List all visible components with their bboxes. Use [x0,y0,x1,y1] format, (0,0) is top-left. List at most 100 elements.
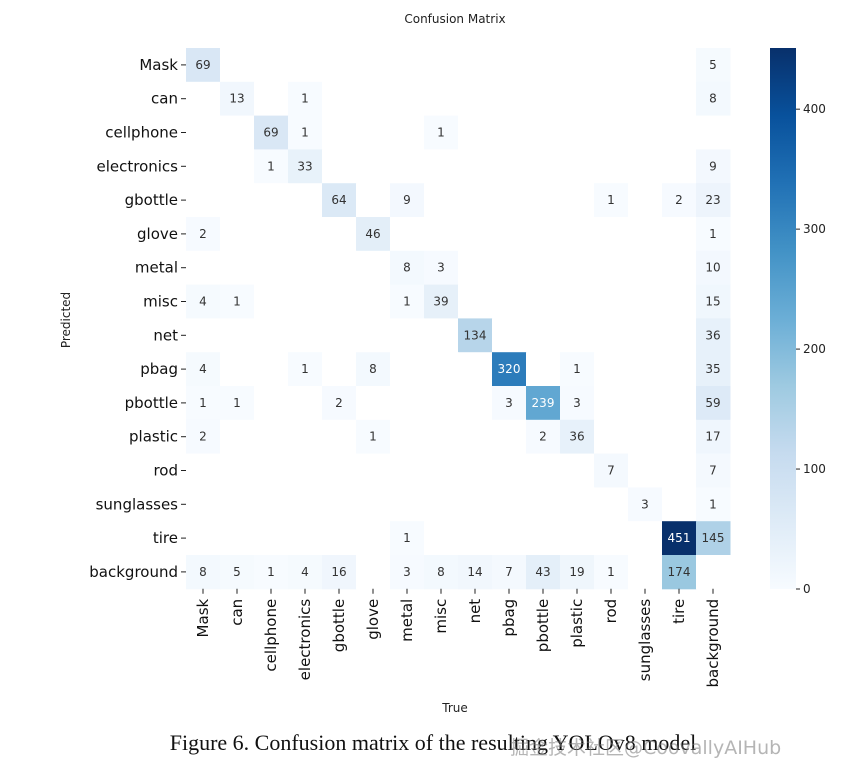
cell-value-label: 17 [705,430,720,444]
heatmap-cell [526,487,561,522]
heatmap-cell [526,419,561,455]
heatmap-cell [696,217,731,252]
heatmap-cell [492,115,527,150]
x-tick-label: gbottle [330,599,348,652]
cell-value-label: 3 [573,396,581,410]
heatmap-cell [526,521,561,556]
heatmap-cell [526,48,561,83]
cell-value-label: 9 [403,193,411,207]
cell-value-label: 69 [263,126,278,140]
heatmap-cell [424,183,459,218]
heatmap-cell [492,48,527,83]
heatmap-cell [662,453,697,488]
heatmap-cell [186,217,221,252]
heatmap-cell [390,318,425,353]
heatmap-cell [220,250,255,286]
heatmap-cell [322,419,357,455]
heatmap-cell [458,521,493,556]
heatmap-cell [424,352,459,387]
heatmap-cell [390,149,425,184]
cell-value-label: 7 [607,464,615,478]
heatmap-cell [220,217,255,252]
heatmap-cell [220,115,255,150]
heatmap-cell [186,318,221,353]
x-tick-label: pbottle [534,599,552,652]
heatmap-cell [492,352,527,387]
heatmap-cell [458,318,493,353]
y-tick-label: misc [143,293,178,311]
heatmap-cell [526,386,561,421]
cell-value-label: 1 [403,295,411,309]
heatmap-cell [458,183,493,218]
heatmap-cell [220,284,255,319]
cell-value-label: 1 [233,396,241,410]
cell-value-label: 145 [702,531,725,545]
cell-value-label: 1 [199,396,207,410]
heatmap-cell [594,555,629,590]
cell-value-label: 1 [437,126,445,140]
heatmap-cell [356,217,391,252]
heatmap-cell [322,318,357,353]
heatmap-cell [322,217,357,252]
heatmap-cell [662,555,697,590]
heatmap-cell [492,250,527,286]
heatmap-cell [254,149,289,184]
heatmap-cell [390,555,425,590]
heatmap-cell [594,284,629,319]
heatmap-cell [526,217,561,252]
heatmap-cell [696,352,731,387]
cell-value-label: 451 [668,531,691,545]
x-tick-labels: Mask can cellphone electronics gbottle glove m… [194,588,722,688]
heatmap-cell [424,487,459,522]
heatmap-cell [390,453,425,488]
heatmap-cell [696,149,731,184]
x-tick-label: Mask [194,598,212,637]
heatmap-cell [356,183,391,218]
heatmap-cell [628,149,663,184]
heatmap-cell [594,217,629,252]
heatmap-cell [662,149,697,184]
cell-value-label: 16 [331,565,346,579]
cell-value-label: 1 [607,193,615,207]
heatmap-cell [560,352,595,387]
heatmap-cell [220,386,255,421]
cell-value-label: 69 [195,58,210,72]
cell-value-label: 8 [403,261,411,275]
heatmap-cell [254,183,289,218]
heatmap-cell [526,250,561,286]
cell-value-label: 10 [705,261,720,275]
heatmap-cell [526,115,561,150]
heatmap-cell [254,555,289,590]
cell-value-label: 2 [335,396,343,410]
y-tick-label: can [151,90,178,108]
heatmap-cell [628,386,663,421]
heatmap-cell [356,284,391,319]
y-tick-labels: Mask can cellphone electronics gbottle glove m… [89,56,186,581]
cell-value-label: 1 [301,92,309,106]
heatmap-cell [220,521,255,556]
heatmap-cell [254,386,289,421]
heatmap-cell [390,419,425,455]
heatmap-cell [322,487,357,522]
heatmap-cell [560,115,595,150]
heatmap-cell [458,149,493,184]
heatmap-cell [288,183,323,218]
heatmap-cell [424,217,459,252]
heatmap-cell [288,555,323,590]
heatmap-cell [288,284,323,319]
heatmap-cell [356,250,391,286]
heatmap-cell [288,149,323,184]
cell-value-label: 134 [464,328,487,342]
cell-value-label: 239 [532,396,555,410]
heatmap-cell [560,217,595,252]
cell-value-label: 64 [331,193,346,207]
y-tick-label: background [89,563,178,581]
x-tick-label: cellphone [262,599,280,672]
heatmap-cell [322,183,357,218]
heatmap-cell [594,115,629,150]
heatmap-cell [356,521,391,556]
cell-value-label: 1 [403,531,411,545]
heatmap-cell [390,81,425,117]
cell-value-label: 7 [505,565,513,579]
heatmap-cell [458,352,493,387]
